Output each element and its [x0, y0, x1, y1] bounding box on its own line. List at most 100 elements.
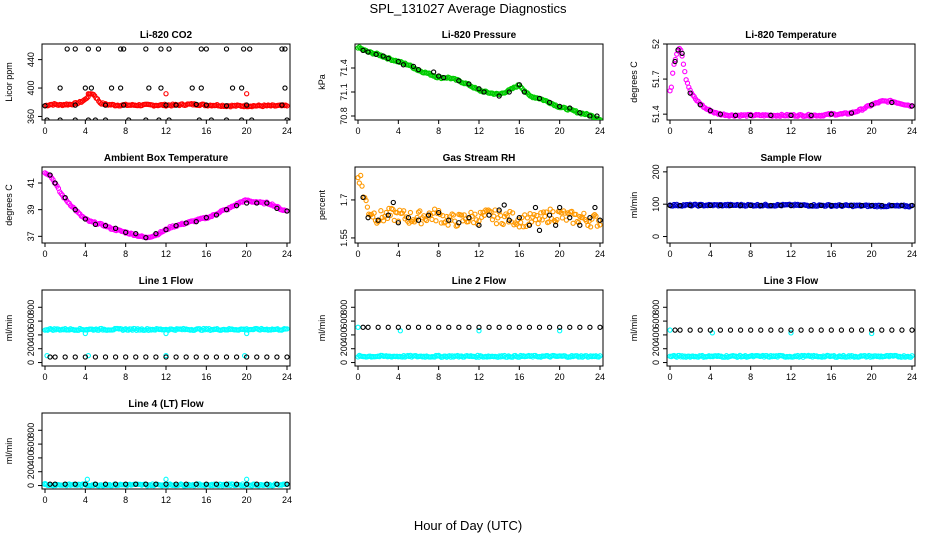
y-axis-label: ml/min [629, 192, 639, 219]
data-point [594, 115, 600, 120]
data-point [732, 112, 739, 118]
x-tick-label: 0 [42, 249, 47, 259]
data-point [559, 215, 566, 221]
y-tick-label: 200 [651, 164, 661, 179]
data-point [567, 324, 573, 330]
y-tick-label: 600 [651, 314, 661, 329]
data-point [768, 202, 774, 209]
panel-6: Sample Flow ml/min 0 100 200 0 4 8 12 16 20 24 [629, 153, 917, 259]
data-point [557, 103, 563, 110]
data-point [506, 89, 512, 95]
data-point [458, 212, 465, 218]
data-point [667, 327, 673, 333]
data-point [496, 93, 502, 99]
y-tick-label: 70.8 [339, 107, 349, 125]
y-axis-label: degrees C [629, 61, 639, 103]
data-point [229, 85, 236, 91]
data-point [163, 227, 169, 233]
data-point [682, 68, 688, 75]
data-point [597, 217, 603, 223]
data-point [594, 223, 600, 229]
x-tick-label: 12 [161, 249, 171, 259]
y-tick-label: 71.4 [339, 59, 349, 77]
data-point [355, 324, 361, 330]
data-point [284, 103, 290, 109]
panel-title: Line 1 Flow [139, 276, 194, 287]
data-point [838, 202, 845, 209]
plot-area [667, 45, 915, 119]
data-point [597, 116, 603, 120]
plot-area [355, 44, 603, 120]
data-point [375, 324, 381, 330]
data-point [264, 354, 270, 360]
data-point [798, 202, 804, 209]
data-point [512, 220, 518, 226]
data-point [203, 215, 209, 221]
x-tick-label: 12 [474, 372, 484, 382]
x-tick-label: 4 [396, 126, 401, 136]
data-point [808, 112, 814, 118]
data-point [667, 202, 673, 209]
y-axis-label: ml/min [629, 315, 639, 342]
data-point [686, 84, 692, 90]
data-point [808, 327, 814, 333]
data-point [358, 172, 364, 179]
x-tick-label: 4 [83, 126, 88, 136]
data-point [476, 328, 482, 334]
data-point [227, 204, 234, 211]
data-point [587, 224, 594, 230]
data-point [909, 327, 915, 333]
data-point [531, 211, 537, 218]
y-tick-label: 200 [26, 464, 36, 479]
data-point [597, 353, 603, 359]
data-point [198, 85, 204, 91]
data-point [858, 202, 865, 209]
data-point [72, 117, 78, 120]
data-point [284, 354, 290, 360]
data-point [173, 102, 179, 108]
data-point [244, 102, 250, 108]
data-point [390, 199, 396, 206]
data-point [249, 117, 255, 120]
x-tick-label: 24 [282, 372, 292, 382]
data-point [365, 324, 371, 330]
data-point [680, 61, 687, 67]
data-point [496, 324, 502, 330]
data-point [879, 327, 885, 333]
data-point [441, 74, 447, 81]
data-point [889, 327, 895, 333]
data-point [85, 117, 92, 120]
data-point [536, 216, 543, 222]
x-tick-label: 8 [748, 249, 753, 259]
data-point [581, 210, 587, 217]
data-point [540, 209, 547, 215]
data-point [364, 204, 371, 210]
y-tick-label: 440 [26, 52, 36, 67]
data-point [238, 117, 245, 120]
data-point [768, 112, 774, 118]
data-point [587, 215, 593, 221]
x-tick-label: 0 [667, 126, 672, 136]
data-point [143, 117, 149, 120]
data-point [415, 324, 422, 330]
y-tick-label: 600 [26, 437, 36, 452]
data-point [717, 202, 724, 209]
data-point [539, 217, 545, 223]
data-point [42, 480, 48, 487]
x-tick-label: 8 [123, 249, 128, 259]
data-point [446, 324, 452, 330]
data-point [552, 222, 559, 228]
data-point [395, 220, 401, 226]
data-point [538, 210, 544, 216]
data-point [522, 212, 528, 218]
data-point [466, 324, 472, 330]
x-tick-label: 8 [748, 372, 753, 382]
data-point [183, 481, 189, 487]
data-point [102, 117, 109, 120]
data-point [213, 354, 220, 360]
data-point [748, 202, 754, 209]
data-point [360, 194, 366, 201]
panel-title: Line 3 Flow [764, 276, 819, 287]
data-point [121, 102, 127, 108]
